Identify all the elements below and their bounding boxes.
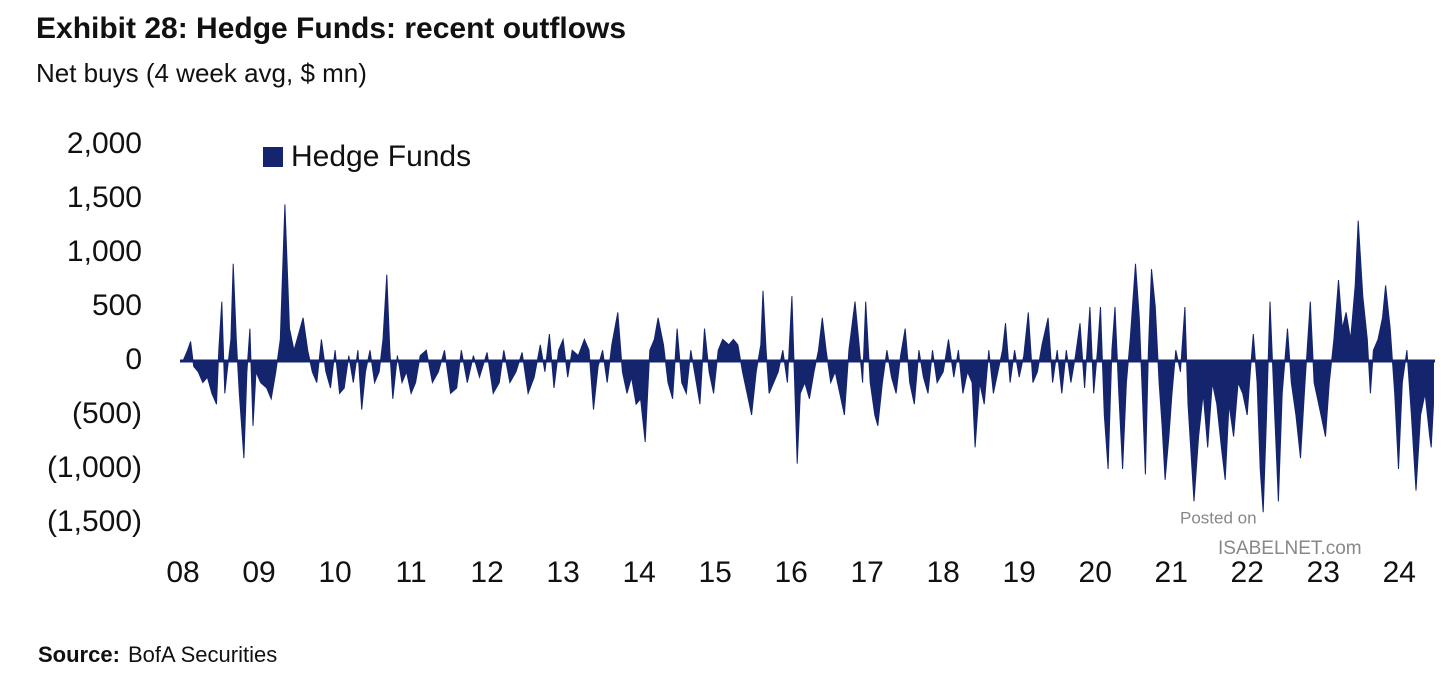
source: BofA Securities xyxy=(128,642,277,667)
x-tick-label: 17 xyxy=(850,556,883,589)
x-tick-label: 21 xyxy=(1155,556,1188,589)
x-tick-label: 16 xyxy=(774,556,807,589)
watermark: Posted on xyxy=(1180,508,1257,527)
x-tick-label: 18 xyxy=(926,556,959,589)
x-tick-label: 15 xyxy=(698,556,731,589)
x-tick-label: 19 xyxy=(1003,556,1036,589)
y-tick-label: 2,000 xyxy=(67,127,142,160)
x-tick-label: 23 xyxy=(1307,556,1340,589)
legend-swatch xyxy=(263,147,283,167)
x-tick-label: 13 xyxy=(546,556,579,589)
y-tick-label: 500 xyxy=(92,289,142,322)
legend-label: Hedge Funds xyxy=(291,140,471,173)
watermark: ISABELNET.com xyxy=(1218,538,1362,559)
area xyxy=(182,204,1435,513)
y-tick-label: 1,000 xyxy=(67,235,142,268)
chart-subtitle: Net buys (4 week avg, $ mn) xyxy=(36,58,367,88)
x-tick-label: 12 xyxy=(470,556,503,589)
x-tick-label: 09 xyxy=(242,556,275,589)
y-tick-label: (500) xyxy=(72,397,142,430)
y-tick-label: (1,000) xyxy=(47,451,142,484)
x-tick-label: 11 xyxy=(396,556,427,589)
chart-title: Exhibit 28: Hedge Funds: recent outflows xyxy=(36,12,626,45)
y-tick-label: 1,500 xyxy=(67,181,142,214)
x-tick-label: 24 xyxy=(1383,556,1416,589)
source-label: Source: xyxy=(38,642,120,667)
y-tick-label: (1,500) xyxy=(47,505,142,538)
y-tick-label: 0 xyxy=(125,343,142,376)
x-tick-label: 14 xyxy=(622,556,655,589)
x-tick-label: 10 xyxy=(318,556,351,589)
x-tick-label: 20 xyxy=(1079,556,1112,589)
x-tick-label: 08 xyxy=(166,556,199,589)
x-tick-label: 22 xyxy=(1231,556,1264,589)
